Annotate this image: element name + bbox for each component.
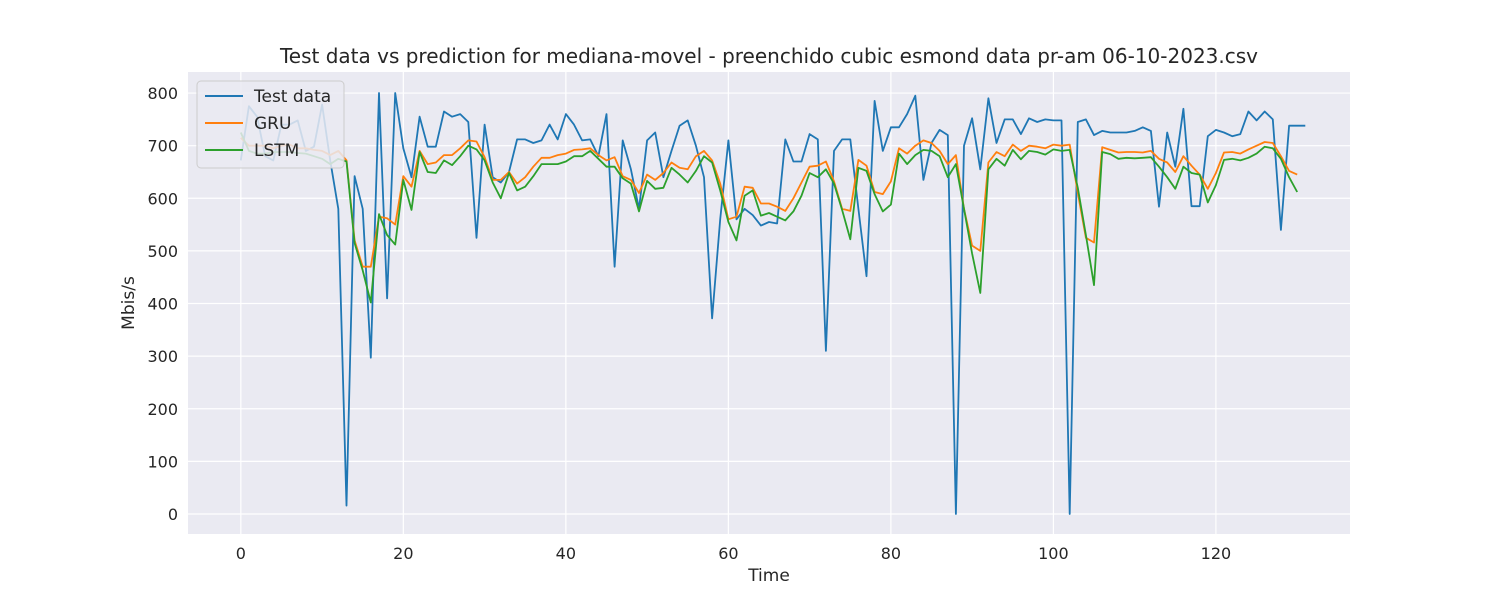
y-tick-label: 500 bbox=[147, 242, 178, 261]
x-tick-label: 0 bbox=[236, 544, 246, 563]
x-tick-label: 20 bbox=[393, 544, 413, 563]
series-lines bbox=[239, 92, 1306, 515]
y-tick-label: 600 bbox=[147, 189, 178, 208]
legend-box bbox=[196, 80, 345, 169]
legend-label-test-data: Test data bbox=[253, 87, 331, 107]
series-line-gru bbox=[240, 137, 1298, 268]
y-tick-label: 400 bbox=[147, 295, 178, 314]
y-tick-label: 800 bbox=[147, 84, 178, 103]
y-tick-label: 300 bbox=[147, 347, 178, 366]
x-tick-label: 40 bbox=[556, 544, 576, 563]
x-tick-label: 120 bbox=[1201, 544, 1232, 563]
x-tick-label: 100 bbox=[1038, 544, 1069, 563]
series-line-lstm bbox=[239, 132, 1298, 304]
y-axis-label: Mbis/s bbox=[119, 276, 139, 330]
chart-title: Test data vs prediction for mediana-move… bbox=[279, 44, 1258, 68]
x-tick-label: 80 bbox=[881, 544, 901, 563]
series-line-test-data bbox=[239, 92, 1306, 515]
y-tick-label: 0 bbox=[168, 505, 178, 524]
tick-labels: 0 100 200 300 400 500 600 700 800 0 20 40 60 80 100 120 bbox=[147, 84, 1231, 563]
x-tick-label: 60 bbox=[718, 544, 738, 563]
y-tick-label: 700 bbox=[147, 137, 178, 156]
legend-label-gru: GRU bbox=[254, 114, 291, 134]
y-tick-label: 100 bbox=[147, 452, 178, 471]
y-tick-label: 200 bbox=[147, 400, 178, 419]
x-axis-label: Time bbox=[747, 566, 790, 586]
legend: Test data GRU LSTM bbox=[196, 80, 345, 169]
legend-label-lstm: LSTM bbox=[254, 141, 299, 161]
